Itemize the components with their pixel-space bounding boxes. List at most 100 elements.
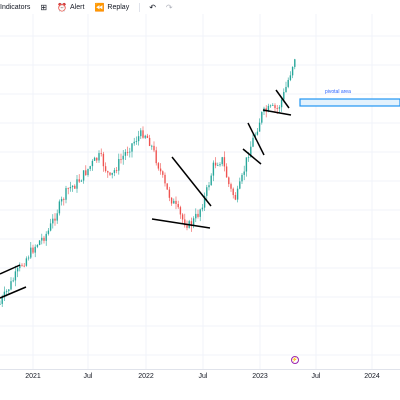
candle-body — [184, 219, 186, 226]
candle-body — [65, 188, 67, 200]
candle-body — [243, 171, 245, 175]
candle-body — [239, 181, 241, 189]
candle-body — [41, 237, 43, 241]
candle-body — [3, 291, 6, 298]
candle-body — [236, 188, 239, 200]
candle-body — [30, 247, 32, 258]
candle-body — [197, 213, 199, 217]
candle-body — [76, 179, 78, 189]
candle-body — [181, 214, 184, 220]
candle-body — [267, 105, 270, 112]
trendline — [242, 148, 262, 165]
candle-body — [69, 187, 72, 189]
candlestick-series — [0, 58, 296, 307]
time-axis[interactable]: 2021 Jul 2022 Jul 2023 Jul 2024 — [0, 368, 400, 388]
candle-body — [58, 201, 61, 214]
candle-body — [148, 137, 151, 146]
candle-body — [170, 197, 173, 204]
redo-button[interactable]: ↷ — [166, 3, 173, 12]
candle-body — [102, 153, 105, 167]
candle-body — [113, 170, 116, 173]
pivotal-area-box[interactable] — [299, 98, 400, 107]
candle-body — [43, 237, 45, 241]
candle-body — [32, 247, 34, 253]
candle-body — [47, 230, 50, 234]
candle-body — [283, 92, 285, 100]
candle-body — [52, 218, 54, 224]
trendline-drawings[interactable] — [0, 89, 292, 299]
candle-body — [247, 157, 250, 159]
candle-body — [214, 162, 217, 166]
price-chart[interactable] — [0, 14, 400, 400]
templates-button[interactable]: ⊞ — [40, 3, 47, 12]
time-tick-label: 2021 — [25, 373, 41, 380]
candle-body — [111, 172, 113, 175]
candle-body — [5, 291, 8, 292]
candle-body — [278, 107, 281, 109]
candle-body — [142, 130, 144, 138]
candle-body — [96, 157, 98, 161]
candle-body — [74, 185, 76, 189]
alert-label: Alert — [70, 3, 85, 11]
candle-body — [234, 195, 237, 200]
event-badge[interactable]: ⚡ — [291, 356, 299, 364]
candle-body — [27, 257, 30, 259]
alert-button[interactable]: ⏰ Alert — [57, 3, 84, 12]
trendline — [0, 286, 27, 299]
indicators-button[interactable]: Indicators — [0, 4, 30, 11]
candle-body — [87, 168, 89, 176]
time-tick-label: Jul — [311, 373, 321, 380]
candle-body — [250, 146, 252, 158]
candle-body — [45, 233, 47, 241]
candle-body — [120, 159, 122, 160]
candle-body — [276, 108, 278, 109]
candle-body — [195, 213, 197, 219]
candle-body — [217, 165, 219, 167]
candle-body — [118, 159, 120, 171]
candle-body — [199, 209, 201, 217]
candle-body — [71, 185, 74, 188]
candle-body — [133, 141, 135, 144]
candle-body — [80, 180, 83, 182]
candle-body — [16, 268, 19, 272]
candle-body — [190, 221, 193, 227]
candle-body — [54, 218, 56, 221]
candle-body — [159, 168, 162, 172]
candle-body — [151, 145, 153, 147]
candle-body — [219, 164, 221, 166]
candle-body — [25, 258, 28, 266]
candle-body — [164, 174, 166, 184]
trendline — [262, 109, 292, 116]
candle-body — [157, 163, 160, 169]
trendline — [247, 122, 265, 156]
undo-button[interactable]: ↶ — [149, 3, 156, 12]
candle-body — [122, 155, 124, 160]
candle-body — [208, 185, 210, 188]
candle-body — [256, 131, 259, 135]
candle-body — [109, 172, 111, 175]
chart-toolbar: Indicators ⊞ ⏰ Alert ⏪ Replay ↶ ↷ — [0, 0, 400, 14]
time-tick-label: Jul — [198, 373, 208, 380]
candle-body — [38, 240, 41, 245]
candle-body — [230, 184, 232, 189]
candle-body — [192, 218, 195, 227]
candle-body — [140, 130, 142, 137]
candle-body — [155, 150, 157, 164]
candle-body — [294, 59, 296, 67]
candle-body — [221, 157, 223, 165]
candle-body — [228, 177, 230, 185]
trendline — [151, 218, 211, 229]
alert-icon: ⏰ — [57, 2, 68, 12]
trendline — [171, 156, 212, 207]
candle-body — [146, 135, 149, 138]
candle-body — [104, 166, 107, 172]
candle-body — [289, 75, 292, 80]
candle-body — [91, 160, 94, 167]
candle-body — [186, 225, 188, 228]
candle-body — [49, 223, 52, 231]
candle-body — [100, 153, 102, 154]
candle-body — [173, 200, 175, 204]
candle-body — [0, 303, 1, 305]
replay-button[interactable]: ⏪ Replay — [94, 3, 129, 12]
candle-body — [107, 171, 109, 173]
